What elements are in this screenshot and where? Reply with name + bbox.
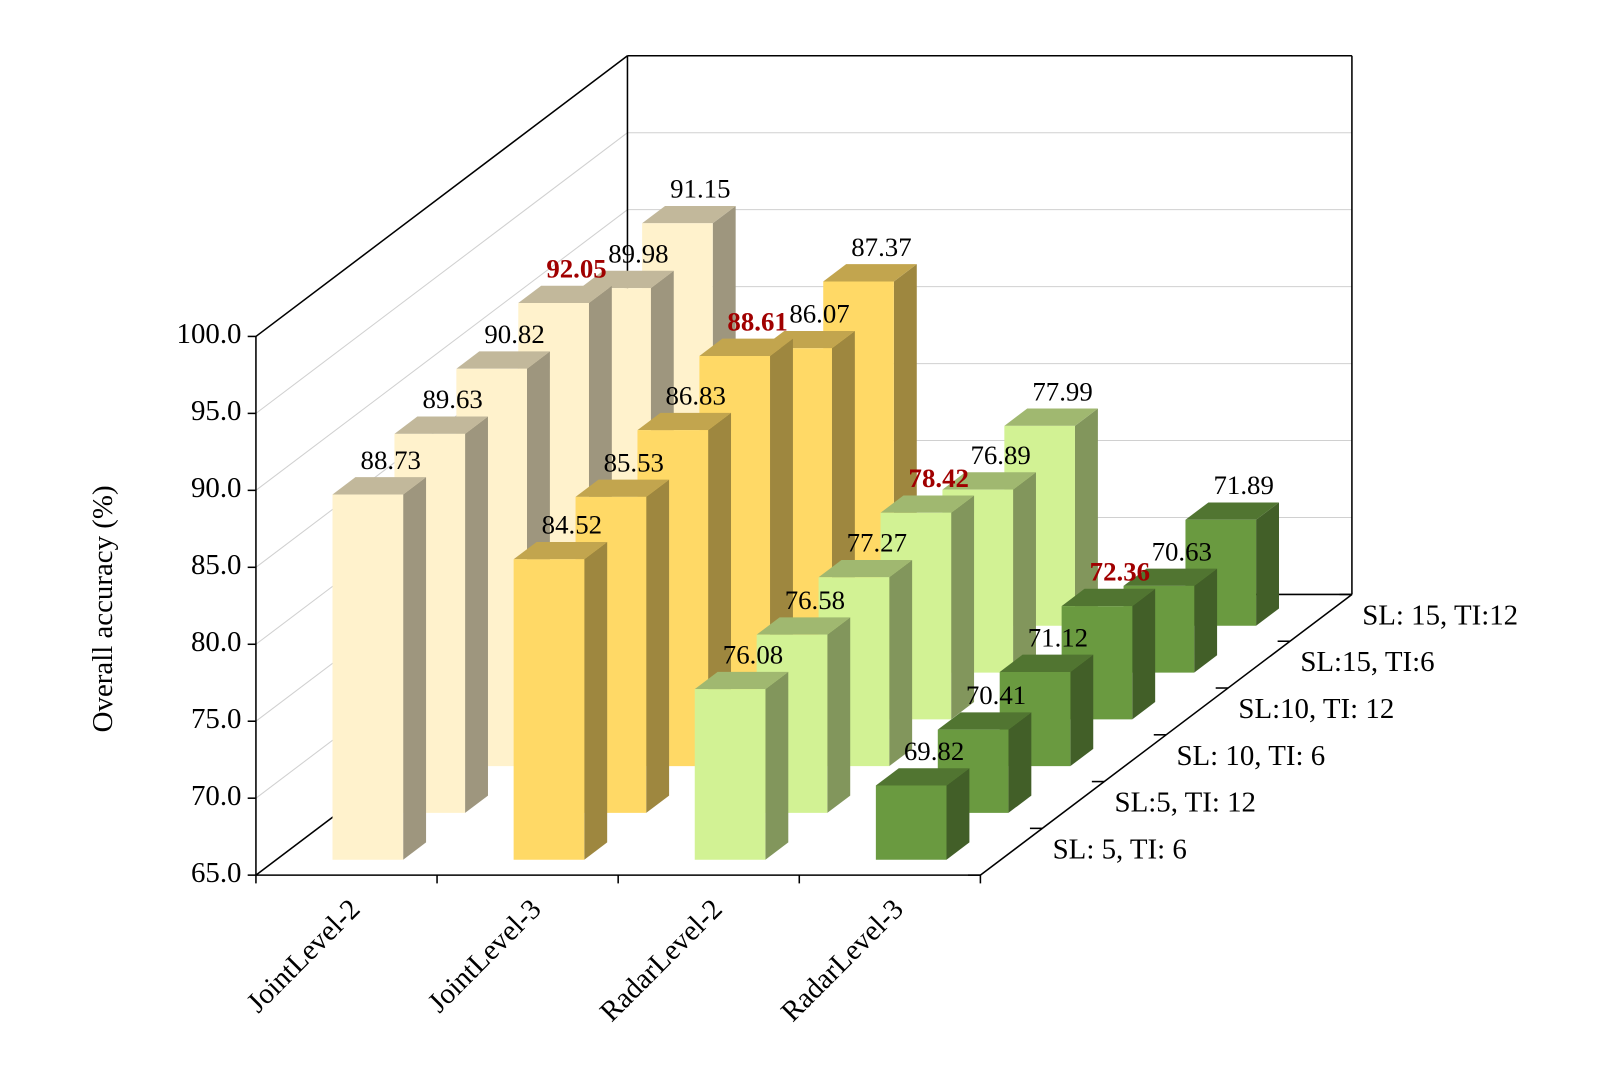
bar-top [942, 472, 1036, 490]
depth-label: SL:15, TI:6 [1300, 646, 1434, 678]
data-label: 70.63 [1152, 536, 1212, 566]
data-label: 86.83 [666, 381, 726, 411]
depth-label: SL: 10, TI: 6 [1176, 740, 1325, 772]
data-label: 77.99 [1032, 376, 1092, 406]
bar-top [580, 270, 674, 289]
bar-side [1074, 408, 1098, 626]
bar [513, 541, 608, 860]
bar-front [513, 559, 585, 860]
bar-top [1185, 502, 1280, 520]
y-tick-label: 75.0 [191, 703, 242, 735]
data-label: 89.98 [608, 238, 668, 268]
bar-side [465, 416, 488, 813]
grid-line [255, 209, 628, 491]
y-tick-label: 80.0 [191, 626, 242, 658]
data-label: 86.07 [789, 299, 849, 329]
bar-top [756, 617, 851, 635]
bar-top [818, 559, 913, 578]
bar-top [1061, 588, 1156, 607]
bar-side [584, 541, 608, 860]
bar [1185, 502, 1280, 626]
bar [875, 768, 970, 860]
data-label: 72.36 [1090, 556, 1150, 586]
depth-label: SL:10, TI: 12 [1238, 693, 1394, 725]
bar-side [827, 617, 851, 813]
data-label: 90.82 [484, 319, 544, 349]
data-label: 76.89 [970, 440, 1030, 470]
bar-top [642, 205, 736, 224]
data-label: 87.37 [851, 232, 911, 262]
depth-label: SL: 15, TI:12 [1362, 599, 1518, 631]
y-tick-label: 95.0 [191, 395, 242, 427]
data-label: 92.05 [546, 253, 606, 283]
bar-side [765, 671, 789, 860]
plot: Overall accuracy (%) 65.0 70.0 75.0 80.0 85.… [87, 54, 1518, 1028]
data-label: 84.52 [542, 510, 602, 540]
bar-top [1004, 408, 1098, 426]
wall-edge [255, 55, 628, 338]
y-tick-label: 100.0 [177, 318, 242, 350]
bar-top [575, 479, 670, 497]
bar-side [946, 768, 970, 860]
data-label: 91.15 [670, 174, 730, 204]
data-label: 71.89 [1214, 470, 1274, 500]
bar-top [456, 351, 550, 369]
bar [332, 477, 427, 860]
depth-label: SL:5, TI: 12 [1115, 787, 1256, 819]
bar-top [637, 412, 732, 431]
bar-side [951, 495, 975, 720]
y-tick-label: 65.0 [191, 857, 242, 889]
bar-side [646, 479, 670, 813]
data-label: 76.08 [723, 640, 783, 670]
data-label: 76.58 [785, 585, 845, 615]
bar-side [1008, 712, 1032, 813]
y-tick-label: 85.0 [191, 549, 242, 581]
bar-side [1013, 472, 1036, 673]
bar-top [394, 416, 488, 434]
bar-top [823, 264, 917, 282]
data-label: 69.82 [904, 736, 964, 766]
bar [694, 671, 789, 860]
x-tick-label: RadarLevel-3 [775, 893, 910, 1028]
bar-top [518, 285, 612, 304]
bar-side [1194, 568, 1218, 673]
bar-top [880, 495, 975, 513]
data-label: 77.27 [847, 528, 907, 558]
bar-top [999, 654, 1094, 672]
x-tick-label: JointLevel-3 [422, 893, 548, 1019]
bar-top [875, 768, 970, 786]
bar-side [1070, 654, 1094, 767]
bar-top [699, 338, 793, 356]
y-tick-label: 70.0 [191, 780, 242, 812]
depth-label: SL: 5, TI: 6 [1053, 833, 1187, 865]
bar-top [694, 671, 789, 690]
y-axis-title: Overall accuracy (%) [87, 485, 119, 732]
data-label: 88.73 [361, 445, 421, 475]
bar-top [937, 712, 1032, 730]
data-label: 71.12 [1028, 622, 1088, 652]
bar-front [332, 494, 404, 860]
bar-side [1132, 588, 1156, 720]
bar-top [513, 541, 608, 560]
bar-side [403, 477, 427, 860]
bar-side [1256, 502, 1280, 626]
y-tick-label: 90.0 [191, 472, 242, 504]
x-tick-label: RadarLevel-2 [594, 893, 729, 1028]
data-label: 78.42 [909, 463, 969, 493]
data-label: 89.63 [422, 384, 482, 414]
data-label: 88.61 [727, 306, 787, 336]
data-label: 70.41 [966, 680, 1026, 710]
grid-line [255, 132, 628, 414]
bar-front [694, 689, 766, 860]
x-tick-label: JointLevel-2 [241, 893, 367, 1019]
bar-top [332, 477, 427, 495]
bar-front [875, 785, 947, 860]
bar-top [1123, 568, 1218, 586]
data-label: 85.53 [604, 447, 664, 477]
bar-side [889, 559, 913, 767]
